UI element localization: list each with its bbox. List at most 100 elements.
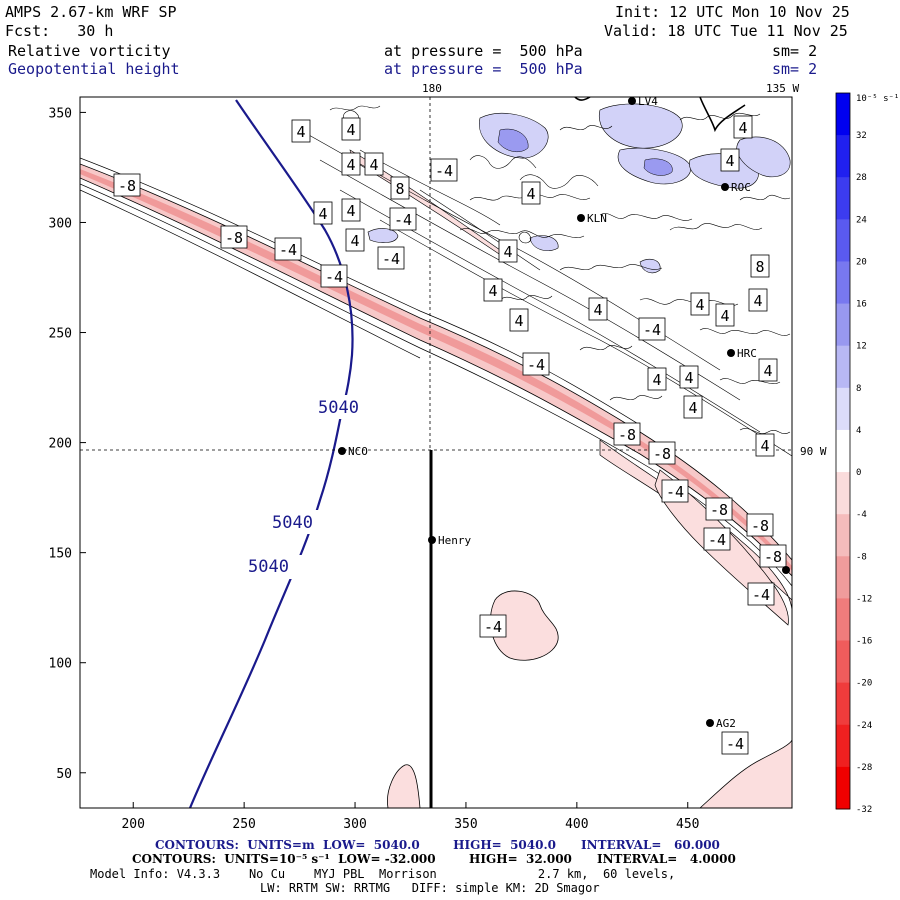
colorbar-label: -12 (856, 594, 872, 604)
y-tick-label: 200 (49, 437, 72, 452)
negative-vorticity-blob (490, 590, 559, 661)
contour-label-box (613, 422, 641, 446)
contour-label-box (750, 254, 770, 278)
contour-label: 4 (346, 156, 355, 174)
contour-label-box (509, 308, 529, 332)
contour-label: -4 (643, 321, 661, 339)
contour-label-box (313, 201, 333, 225)
contour-label-box (683, 395, 703, 419)
station-marker (577, 214, 585, 222)
height-contour-label: 5040 (248, 557, 289, 577)
contour-label: 4 (296, 123, 305, 141)
contour-label-box (746, 513, 774, 537)
contour-label-box (291, 119, 311, 143)
negative-vorticity-blob (387, 764, 421, 808)
contour-label: 4 (593, 301, 602, 319)
contour-label-box (755, 433, 775, 457)
contour-label-box (522, 352, 550, 376)
plot-frame (79, 96, 793, 809)
contour-label: 4 (652, 371, 661, 389)
x-tick-label: 400 (565, 817, 588, 832)
contour-label: -8 (710, 501, 728, 519)
height-label-bg (242, 555, 302, 579)
contour-label-box (320, 264, 348, 288)
station-label: HRC (737, 347, 757, 360)
field1-smoothing: sm= 2 (772, 42, 818, 60)
contour-label: -4 (435, 162, 453, 180)
negative-vorticity-band (80, 163, 792, 577)
contour-label: -4 (752, 586, 770, 604)
contour-label-box (274, 237, 302, 261)
contour-label: -4 (382, 250, 400, 268)
colorbar-frame (835, 92, 851, 810)
station-label: Henry (438, 534, 471, 547)
y-tick-label: 350 (49, 106, 72, 121)
colorbar-label: 32 (856, 131, 867, 141)
y-tick-label: 100 (49, 657, 72, 672)
colorbar-segment (836, 472, 850, 515)
colorbar-segment (836, 345, 850, 389)
x-tick-label: 250 (232, 817, 255, 832)
contour-label-box (430, 158, 458, 182)
contour-label: 4 (350, 232, 359, 250)
field2-name: Geopotential height (8, 60, 180, 78)
contour-label-box (733, 115, 753, 139)
colorbar-segment (836, 135, 850, 178)
contour-label: -4 (708, 531, 726, 549)
coastline (699, 97, 746, 133)
contour-label-box (747, 582, 775, 606)
field1-name: Relative vorticity (8, 42, 171, 60)
map-field (80, 97, 792, 808)
contour-label-box (759, 544, 787, 568)
contour-label-box (521, 181, 541, 205)
positive-vorticity-area (736, 136, 791, 178)
height-contour-label: 5040 (318, 398, 359, 418)
contour-label: 4 (695, 296, 704, 314)
contour-label: -8 (764, 548, 782, 566)
contour-label: 4 (526, 185, 535, 203)
small-scale-contours (329, 105, 791, 434)
footer-height-contours: CONTOURS: UNITS=m LOW= 5040.0 HIGH= 5040… (155, 838, 720, 852)
colorbar-unit: 10⁻⁵ s⁻¹ (856, 94, 899, 104)
colorbar-segment (836, 261, 850, 305)
colorbar-segment (836, 556, 850, 599)
station-marker (721, 183, 729, 191)
contour-label: -4 (726, 735, 744, 753)
forecast-hour: Fcst: 30 h (5, 22, 114, 40)
contour-label: 4 (738, 119, 747, 137)
colorbar-segment (836, 640, 850, 684)
contour-label: -8 (653, 445, 671, 463)
colorbar-label: 0 (856, 468, 861, 478)
x-tick-label: 350 (454, 817, 477, 832)
coastline (574, 97, 591, 101)
colorbar-label: 24 (856, 215, 867, 225)
contour-label: -8 (118, 177, 136, 195)
y-tick-label: 300 (49, 216, 72, 231)
station-marker (727, 349, 735, 357)
station-label: ROC (731, 181, 751, 194)
contour-label: 4 (720, 307, 729, 325)
contour-label: -4 (484, 618, 502, 636)
lon-label-90w: 90 W (800, 445, 827, 458)
colorbar-label: -16 (856, 637, 872, 647)
contour-label: 4 (514, 312, 523, 330)
contour-label-box (377, 246, 405, 270)
contour-label-box (679, 365, 699, 389)
station-marker (338, 447, 346, 455)
contour-label-box (364, 152, 384, 176)
stations: LV4 ROC KLN HRC NCO Henry AG2 (338, 95, 790, 730)
contour-label-box (748, 288, 768, 312)
colorbar-segment (836, 724, 850, 768)
contour-label-box (390, 176, 410, 200)
negative-vorticity-blob (699, 739, 792, 808)
x-tick-label: 300 (343, 817, 366, 832)
contour-label-box (690, 292, 710, 316)
footer-physics: LW: RRTM SW: RRTMG DIFF: simple KM: 2D S… (260, 881, 600, 895)
height-label-bg (266, 510, 326, 534)
vorticity-contour (80, 189, 421, 359)
field2-smoothing: sm= 2 (772, 60, 818, 78)
contour-label: 4 (688, 399, 697, 417)
contour-label-box (715, 303, 735, 327)
